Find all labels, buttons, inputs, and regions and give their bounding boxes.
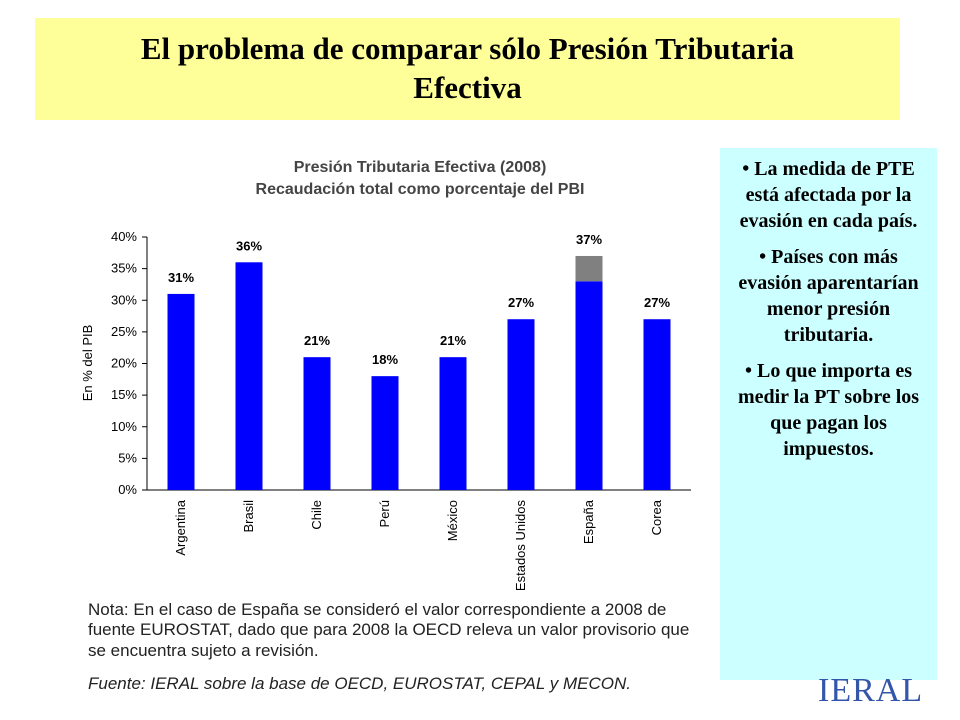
bullet: • La medida de PTE está afectada por la … [739, 158, 918, 232]
x-tick-label: Brasil [241, 500, 256, 533]
value-label: 27% [644, 295, 670, 310]
value-label: 31% [168, 270, 194, 285]
x-tick-label: España [581, 499, 596, 544]
value-label: 21% [440, 333, 466, 348]
x-tick-label: Perú [377, 500, 392, 527]
y-tick-label: 35% [111, 261, 137, 276]
bar [235, 262, 263, 490]
source: Fuente: IERAL sobre la base de OECD, EUR… [88, 674, 631, 693]
bar [167, 293, 195, 490]
x-tick-label: Chile [309, 500, 324, 530]
y-tick-label: 15% [111, 387, 137, 402]
x-tick-label: Estados Unidos [513, 500, 528, 592]
slide-title: El problema de comparar sólo Presión Tri… [35, 18, 900, 120]
bar [507, 319, 535, 490]
bar [643, 319, 671, 490]
x-tick-label: Corea [649, 499, 664, 535]
value-label: 36% [236, 238, 262, 253]
bar [439, 357, 467, 490]
y-tick-label: 40% [111, 229, 137, 244]
chart-title: Presión Tributaria Efectiva (2008) [294, 159, 547, 176]
bar [575, 281, 603, 490]
y-tick-label: 20% [111, 356, 137, 371]
value-label: 18% [372, 352, 398, 367]
x-tick-label: México [445, 500, 460, 541]
y-tick-label: 30% [111, 292, 137, 307]
logo: IERAL [818, 672, 924, 709]
bullet: • Lo que importa es medir la PT sobre lo… [737, 360, 920, 460]
bullet: • Países con más evasión aparentarían me… [738, 246, 919, 346]
value-label: 21% [304, 333, 330, 348]
y-axis-label: En % del PIB [80, 325, 95, 402]
y-tick-label: 10% [111, 419, 137, 434]
bar [371, 376, 399, 490]
x-tick-label: Argentina [173, 499, 188, 555]
note: Nota: En el caso de España se consideró … [88, 600, 690, 660]
y-tick-label: 25% [111, 324, 137, 339]
y-tick-label: 5% [118, 450, 137, 465]
chart-subtitle: Recaudación total como porcentaje del PB… [256, 181, 585, 198]
bar [575, 255, 603, 282]
value-label: 37% [576, 232, 602, 247]
value-label: 27% [508, 295, 534, 310]
sidebar: • La medida de PTE está afectada por la … [720, 148, 937, 680]
chart: Presión Tributaria Efectiva (2008) Recau… [80, 159, 691, 592]
bar [303, 357, 331, 490]
y-tick-label: 0% [118, 482, 137, 497]
